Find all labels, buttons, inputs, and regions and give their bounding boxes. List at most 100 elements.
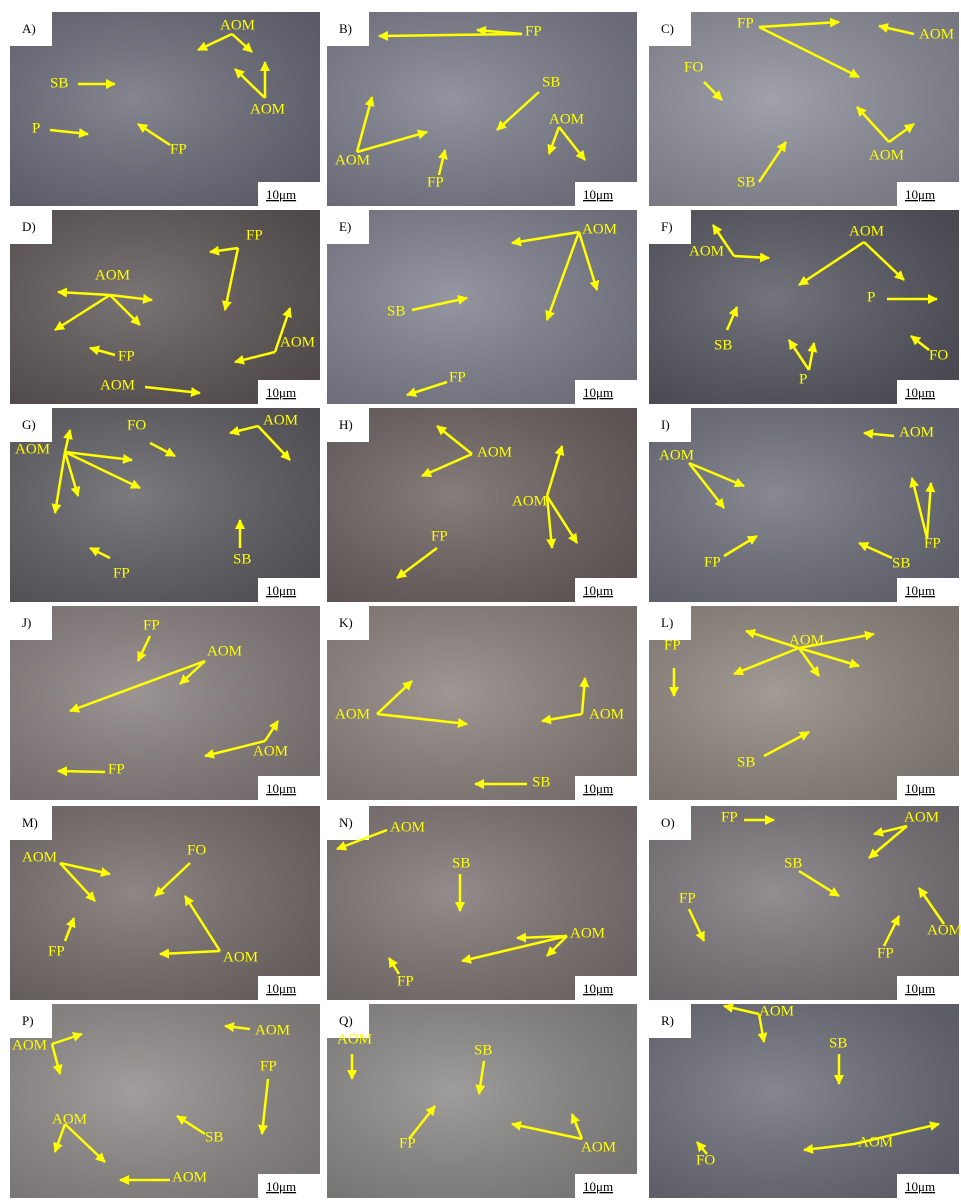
annotation: P <box>867 290 875 306</box>
annotation: AOM <box>899 425 934 441</box>
panel-label: P) <box>22 1013 34 1028</box>
panel: G)10μmAOMFOAOMSBFP <box>10 408 320 602</box>
annotation: SB <box>737 755 755 771</box>
panel: P)10μmAOMAOMFPAOMSBAOM <box>10 1004 320 1198</box>
scale-bar: 10μm <box>905 781 935 796</box>
panel-label-box <box>649 408 691 442</box>
scale-bar: 10μm <box>905 981 935 996</box>
annotation: FP <box>260 1059 277 1075</box>
annotation: FP <box>143 618 160 634</box>
annotation: FP <box>246 228 263 244</box>
annotation: FO <box>929 348 948 364</box>
panel: O)10μmFPAOMSBFPFPAOM <box>649 806 961 1000</box>
annotation: AOM <box>172 1170 207 1186</box>
annotation: SB <box>714 338 732 354</box>
annotation: AOM <box>689 244 724 260</box>
panel: J)10μmFPAOMAOMFP <box>10 606 320 800</box>
panel-label: Q) <box>339 1013 353 1028</box>
annotation: FP <box>431 529 448 545</box>
annotation: FO <box>696 1153 715 1169</box>
micrograph-shade <box>327 12 637 206</box>
annotation: AOM <box>570 926 605 942</box>
annotation: SB <box>50 76 68 92</box>
panel: A)10μmAOMSBPFPAOM <box>10 12 320 206</box>
annotation: AOM <box>22 850 57 866</box>
annotation: FP <box>525 24 542 40</box>
annotation: SB <box>784 856 802 872</box>
annotation: SB <box>532 775 550 791</box>
annotation: AOM <box>589 707 624 723</box>
annotation: AOM <box>220 18 255 34</box>
annotation: AOM <box>849 224 884 240</box>
annotation: AOM <box>95 268 130 284</box>
panel-label: D) <box>22 219 36 234</box>
annotation: FP <box>108 762 125 778</box>
panel-label: J) <box>22 615 31 630</box>
annotation: AOM <box>15 442 50 458</box>
micrograph-shade <box>649 1004 959 1198</box>
annotation: FP <box>170 142 187 158</box>
panel-label: H) <box>339 417 353 432</box>
annotation: AOM <box>253 744 288 760</box>
scale-bar: 10μm <box>266 385 296 400</box>
annotation: SB <box>737 175 755 191</box>
annotation: AOM <box>904 810 939 826</box>
panel-label: I) <box>661 417 670 432</box>
panel-label: L) <box>661 615 673 630</box>
panel: K)10μmAOMAOMSB <box>327 606 637 800</box>
scale-bar: 10μm <box>583 583 613 598</box>
annotation: FP <box>679 891 696 907</box>
annotation: FP <box>449 370 466 386</box>
scale-bar: 10μm <box>905 1179 935 1194</box>
annotation: FP <box>664 638 681 654</box>
annotation: AOM <box>280 335 315 351</box>
annotation: FP <box>737 16 754 32</box>
scale-bar: 10μm <box>266 781 296 796</box>
annotation: SB <box>233 552 251 568</box>
annotation: AOM <box>581 1140 616 1156</box>
scale-bar: 10μm <box>266 583 296 598</box>
panel: L) 10μm FP AOM SB <box>649 606 959 800</box>
annotation: P <box>799 372 807 388</box>
annotation: AOM <box>512 494 547 510</box>
micrograph-shade <box>327 1004 637 1198</box>
panel: N)10μmAOMSBAOMFP <box>327 806 637 1000</box>
annotation: FP <box>427 175 444 191</box>
annotation: SB <box>387 304 405 320</box>
panel: I)10μmAOMAOMFPSBFP <box>649 408 959 602</box>
scale-bar: 10μm <box>905 187 935 202</box>
annotation: AOM <box>549 112 584 128</box>
annotation: AOM <box>223 950 258 966</box>
annotation: AOM <box>477 445 512 461</box>
panel-label: B) <box>339 21 352 36</box>
micrograph-shade <box>327 408 637 602</box>
panel-label: C) <box>661 21 674 36</box>
panel-label: M) <box>22 815 38 830</box>
panel: B)10μmFPSBAOMFPAOM <box>327 12 637 206</box>
annotation: FO <box>187 843 206 859</box>
micrograph-shade <box>327 606 637 800</box>
annotation: SB <box>205 1130 223 1146</box>
panel: Q)10μmAOMSBFPAOM <box>327 1004 637 1198</box>
annotation: AOM <box>789 633 824 649</box>
panel-label: A) <box>22 21 36 36</box>
annotation: FP <box>48 944 65 960</box>
micrograph-shade <box>10 606 320 800</box>
annotation: FP <box>877 946 894 962</box>
panel: H) 10μm AOM AOM FP <box>327 408 637 602</box>
scale-bar: 10μm <box>583 1179 613 1194</box>
scale-bar: 10μm <box>583 187 613 202</box>
panel-label: G) <box>22 417 36 432</box>
annotation: AOM <box>759 1004 794 1020</box>
annotation: AOM <box>100 378 135 394</box>
annotation: FP <box>721 810 738 826</box>
annotation: FP <box>704 555 721 571</box>
annotation: AOM <box>335 707 370 723</box>
annotation: AOM <box>12 1038 47 1054</box>
panel-label: F) <box>661 219 673 234</box>
annotation: SB <box>452 856 470 872</box>
annotation: FP <box>113 566 130 582</box>
